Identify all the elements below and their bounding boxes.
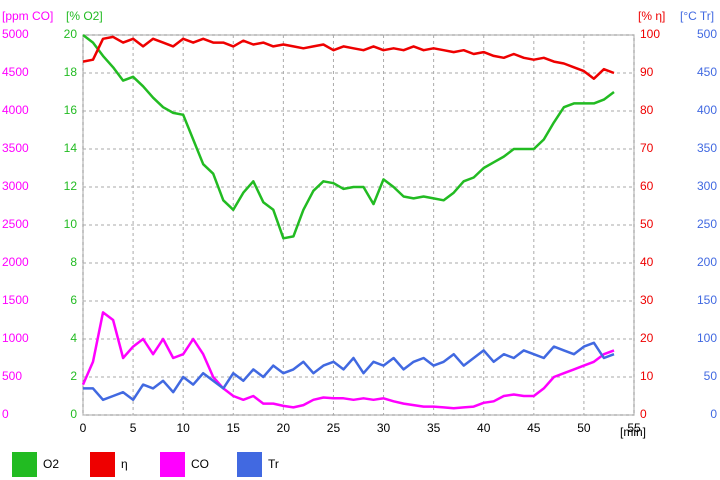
x-axis-title: [min] bbox=[620, 425, 646, 439]
y-tick-label: 8 bbox=[70, 255, 77, 269]
y-tick-label: 80 bbox=[640, 103, 654, 117]
y-tick-label: 450 bbox=[697, 65, 717, 79]
y-tick-label: 400 bbox=[697, 103, 717, 117]
x-tick-label: 20 bbox=[277, 421, 291, 435]
y-tick-label: 500 bbox=[2, 369, 22, 383]
x-tick-label: 10 bbox=[177, 421, 191, 435]
y-tick-label: 100 bbox=[697, 331, 717, 345]
y-tick-label: 3500 bbox=[2, 141, 29, 155]
x-tick-label: 35 bbox=[427, 421, 441, 435]
y-tick-label: 0 bbox=[710, 407, 717, 421]
series-line bbox=[82, 35, 615, 80]
y-tick-label: 10 bbox=[640, 369, 654, 383]
y-axis-title: [% O2] bbox=[66, 9, 103, 23]
y-tick-label: 0 bbox=[640, 407, 647, 421]
series-line bbox=[81, 311, 615, 410]
legend-swatch bbox=[12, 452, 37, 477]
series-line bbox=[82, 34, 615, 240]
y-axis-title: [ppm CO] bbox=[2, 9, 53, 23]
y-tick-label: 18 bbox=[64, 65, 78, 79]
y-tick-label: 16 bbox=[64, 103, 78, 117]
y-tick-label: 200 bbox=[697, 255, 717, 269]
y-tick-label: 250 bbox=[697, 217, 717, 231]
y-tick-label: 60 bbox=[640, 179, 654, 193]
x-tick-label: 30 bbox=[377, 421, 391, 435]
x-tick-label: 25 bbox=[327, 421, 341, 435]
y-tick-label: 20 bbox=[64, 27, 78, 41]
y-tick-label: 12 bbox=[64, 179, 78, 193]
y-tick-label: 50 bbox=[704, 369, 718, 383]
y-tick-label: 6 bbox=[70, 293, 77, 307]
y-tick-label: 0 bbox=[2, 407, 9, 421]
y-tick-label: 5000 bbox=[2, 27, 29, 41]
legend-label: Tr bbox=[268, 457, 279, 471]
y-axis-title: [°C Tr] bbox=[680, 9, 714, 23]
y-tick-label: 1000 bbox=[2, 331, 29, 345]
y-tick-label: 350 bbox=[697, 141, 717, 155]
y-tick-label: 30 bbox=[640, 293, 654, 307]
legend-swatch bbox=[160, 452, 185, 477]
y-tick-label: 4 bbox=[70, 331, 77, 345]
y-tick-label: 1500 bbox=[2, 293, 29, 307]
y-tick-label: 90 bbox=[640, 65, 654, 79]
y-tick-label: 4500 bbox=[2, 65, 29, 79]
x-tick-label: 45 bbox=[527, 421, 541, 435]
x-tick-label: 5 bbox=[130, 421, 137, 435]
y-tick-label: 50 bbox=[640, 217, 654, 231]
y-tick-label: 100 bbox=[640, 27, 660, 41]
y-tick-label: 10 bbox=[64, 217, 78, 231]
legend-label: O2 bbox=[43, 457, 59, 471]
legend-label: η bbox=[121, 457, 128, 471]
y-tick-label: 2000 bbox=[2, 255, 29, 269]
y-tick-label: 40 bbox=[640, 255, 654, 269]
y-tick-label: 300 bbox=[697, 179, 717, 193]
x-tick-label: 50 bbox=[577, 421, 591, 435]
x-tick-label: 55 bbox=[627, 421, 641, 435]
x-tick-label: 15 bbox=[227, 421, 241, 435]
y-tick-label: 500 bbox=[697, 27, 717, 41]
legend-swatch bbox=[237, 452, 262, 477]
y-tick-label: 150 bbox=[697, 293, 717, 307]
y-tick-label: 20 bbox=[640, 331, 654, 345]
x-tick-label: 0 bbox=[80, 421, 87, 435]
y-tick-label: 70 bbox=[640, 141, 654, 155]
y-tick-label: 3000 bbox=[2, 179, 29, 193]
y-tick-label: 2500 bbox=[2, 217, 29, 231]
y-tick-label: 2 bbox=[70, 369, 77, 383]
series-line bbox=[83, 341, 615, 402]
y-tick-label: 0 bbox=[70, 407, 77, 421]
x-tick-label: 40 bbox=[477, 421, 491, 435]
legend-label: CO bbox=[191, 457, 209, 471]
legend-swatch bbox=[90, 452, 115, 477]
y-tick-label: 4000 bbox=[2, 103, 29, 117]
y-axis-title: [% η] bbox=[638, 9, 665, 23]
y-tick-label: 14 bbox=[64, 141, 78, 155]
